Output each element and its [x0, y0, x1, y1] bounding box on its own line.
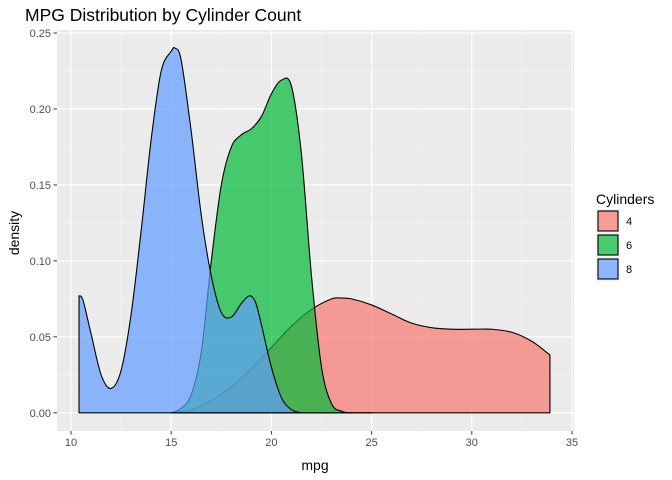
x-tick-label: 15	[165, 437, 177, 449]
density-area-8-cyl	[78, 46, 303, 414]
legend-swatch-6	[597, 234, 619, 256]
chart-title: MPG Distribution by Cylinder Count	[25, 5, 301, 25]
y-tick-label: 0.00	[30, 408, 51, 420]
y-tick-label: 0.20	[30, 104, 51, 116]
x-tick-label: 20	[265, 437, 277, 449]
y-axis-title: density	[6, 211, 22, 255]
legend-title: Cylinders	[596, 191, 654, 207]
y-tick-label: 0.25	[30, 28, 51, 40]
x-axis-title: mpg	[301, 457, 328, 473]
x-tick-label: 25	[365, 437, 377, 449]
density-areas	[78, 46, 551, 414]
y-tick-label: 0.10	[30, 256, 51, 268]
y-tick-label: 0.05	[30, 332, 51, 344]
x-tick-label: 10	[65, 437, 77, 449]
legend-swatch-4	[597, 210, 619, 232]
legend: Cylinders 4 6 8	[596, 191, 654, 281]
legend-swatch-8	[597, 258, 619, 280]
x-tick-label: 35	[566, 437, 578, 449]
x-axis-ticks: 10 15 20 25 30 35	[65, 431, 578, 449]
legend-label-4: 4	[626, 216, 632, 228]
x-tick-label: 30	[466, 437, 478, 449]
y-axis-ticks: 0.00 0.05 0.10 0.15 0.20 0.25	[30, 28, 57, 420]
legend-label-8: 8	[626, 264, 632, 276]
y-tick-label: 0.15	[30, 180, 51, 192]
legend-label-6: 6	[626, 240, 632, 252]
